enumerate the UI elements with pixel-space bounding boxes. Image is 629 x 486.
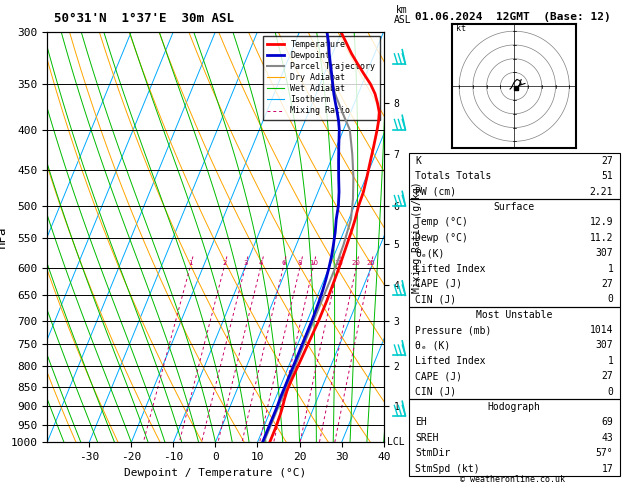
Text: 1: 1	[608, 263, 613, 274]
Text: 2: 2	[222, 260, 226, 266]
Legend: Temperature, Dewpoint, Parcel Trajectory, Dry Adiabat, Wet Adiabat, Isotherm, Mi: Temperature, Dewpoint, Parcel Trajectory…	[263, 36, 379, 120]
Text: 4: 4	[259, 260, 263, 266]
Text: 43: 43	[601, 433, 613, 443]
Text: StmDir: StmDir	[415, 448, 450, 458]
Text: 8: 8	[298, 260, 303, 266]
Text: θₑ(K): θₑ(K)	[415, 248, 445, 258]
Text: SREH: SREH	[415, 433, 438, 443]
Text: CAPE (J): CAPE (J)	[415, 371, 462, 381]
Text: 12.9: 12.9	[590, 217, 613, 227]
Text: Hodograph: Hodograph	[487, 402, 541, 412]
Text: 01.06.2024  12GMT  (Base: 12): 01.06.2024 12GMT (Base: 12)	[415, 12, 611, 22]
Bar	[409, 307, 620, 399]
Text: 2.21: 2.21	[590, 187, 613, 196]
Text: StmSpd (kt): StmSpd (kt)	[415, 464, 480, 473]
Text: Lifted Index: Lifted Index	[415, 263, 486, 274]
Text: Totals Totals: Totals Totals	[415, 171, 491, 181]
Text: 27: 27	[601, 156, 613, 166]
Text: Temp (°C): Temp (°C)	[415, 217, 468, 227]
Text: 6: 6	[281, 260, 286, 266]
Text: Most Unstable: Most Unstable	[476, 310, 552, 320]
Text: Pressure (mb): Pressure (mb)	[415, 325, 491, 335]
Text: 0: 0	[608, 295, 613, 304]
Text: Lifted Index: Lifted Index	[415, 356, 486, 366]
Y-axis label: hPa: hPa	[0, 226, 8, 248]
Text: Mixing Ratio (g/kg): Mixing Ratio (g/kg)	[413, 181, 422, 293]
Bar	[409, 153, 620, 199]
Text: 25: 25	[367, 260, 375, 266]
Text: 3: 3	[243, 260, 248, 266]
Bar	[409, 199, 620, 307]
Text: EH: EH	[415, 417, 427, 427]
Text: 57°: 57°	[596, 448, 613, 458]
Text: 20: 20	[352, 260, 361, 266]
Text: 17: 17	[601, 464, 613, 473]
Bar	[409, 399, 620, 476]
Text: 1014: 1014	[590, 325, 613, 335]
Text: © weatheronline.co.uk: © weatheronline.co.uk	[460, 474, 565, 484]
Text: 11.2: 11.2	[590, 233, 613, 243]
Text: 1: 1	[608, 356, 613, 366]
Text: km
ASL: km ASL	[393, 5, 411, 25]
Text: 15: 15	[334, 260, 343, 266]
Text: 69: 69	[601, 417, 613, 427]
Text: 50°31'N  1°37'E  30m ASL: 50°31'N 1°37'E 30m ASL	[54, 13, 234, 25]
Text: PW (cm): PW (cm)	[415, 187, 456, 196]
Text: 27: 27	[601, 371, 613, 381]
Text: kt: kt	[457, 24, 466, 33]
Text: 1: 1	[188, 260, 192, 266]
Text: 307: 307	[596, 341, 613, 350]
Text: 10: 10	[309, 260, 318, 266]
X-axis label: Dewpoint / Temperature (°C): Dewpoint / Temperature (°C)	[125, 468, 306, 478]
Text: CAPE (J): CAPE (J)	[415, 279, 462, 289]
Text: θₑ (K): θₑ (K)	[415, 341, 450, 350]
Text: LCL: LCL	[387, 437, 404, 447]
Text: CIN (J): CIN (J)	[415, 387, 456, 397]
Text: 51: 51	[601, 171, 613, 181]
Text: 307: 307	[596, 248, 613, 258]
Text: Surface: Surface	[494, 202, 535, 212]
Text: Dewp (°C): Dewp (°C)	[415, 233, 468, 243]
Text: 0: 0	[608, 387, 613, 397]
Text: CIN (J): CIN (J)	[415, 295, 456, 304]
Text: 27: 27	[601, 279, 613, 289]
Text: K: K	[415, 156, 421, 166]
